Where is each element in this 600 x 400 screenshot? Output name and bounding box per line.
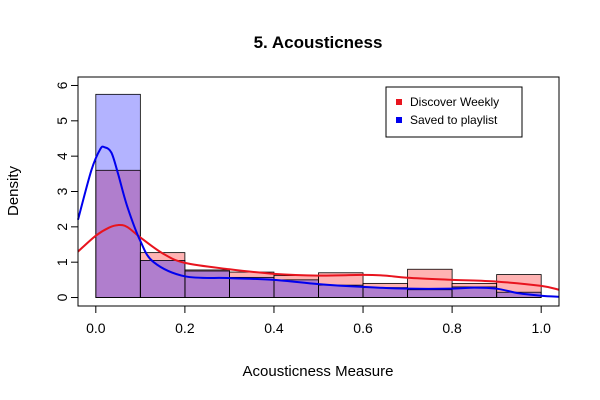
bar-overlap xyxy=(452,286,497,298)
x-tick-label: 0.8 xyxy=(442,320,462,336)
bar-overlap xyxy=(496,292,542,298)
x-axis: 0.0 0.2 0.4 0.6 0.8 1.0 xyxy=(86,305,551,336)
y-tick-label: 6 xyxy=(54,81,70,89)
bar-overlap xyxy=(184,271,230,298)
x-tick-label: 0.0 xyxy=(86,320,106,336)
legend: Discover Weekly Saved to playlist xyxy=(385,86,523,138)
x-tick-label: 0.6 xyxy=(353,320,373,336)
chart-title: 5. Acousticness xyxy=(254,33,383,52)
bar-border-saved-to-playlist xyxy=(95,93,141,298)
y-tick-label: 5 xyxy=(54,117,70,125)
x-axis-label: Acousticness Measure xyxy=(243,363,394,380)
bar-overlap xyxy=(407,289,453,298)
bar-overlap xyxy=(95,170,141,298)
histogram-overlap xyxy=(95,170,542,298)
density-line-saved-to-playlist xyxy=(77,145,560,298)
y-tick-label: 0 xyxy=(54,293,70,301)
legend-label-saved-to-playlist: Saved to playlist xyxy=(410,113,498,127)
y-axis: 0 1 2 3 4 5 6 xyxy=(54,81,79,301)
y-tick-label: 3 xyxy=(54,187,70,195)
bar-overlap xyxy=(140,260,185,298)
legend-box xyxy=(385,86,523,138)
y-tick-label: 2 xyxy=(54,223,70,231)
x-tick-label: 0.2 xyxy=(175,320,195,336)
legend-label-discover-weekly: Discover Weekly xyxy=(410,95,499,109)
x-tick-label: 1.0 xyxy=(531,320,551,336)
y-tick-label: 1 xyxy=(54,258,70,266)
bar-overlap xyxy=(318,285,364,298)
density-line-discover-weekly xyxy=(77,224,560,291)
y-tick-label: 4 xyxy=(54,152,70,160)
legend-swatch-saved-to-playlist xyxy=(396,117,402,123)
bar-overlap xyxy=(229,277,274,298)
legend-swatch-discover-weekly xyxy=(396,99,402,105)
bar-overlap xyxy=(363,287,408,298)
y-axis-label: Density xyxy=(5,165,22,216)
x-tick-label: 0.4 xyxy=(264,320,284,336)
bar-overlap xyxy=(273,279,319,298)
